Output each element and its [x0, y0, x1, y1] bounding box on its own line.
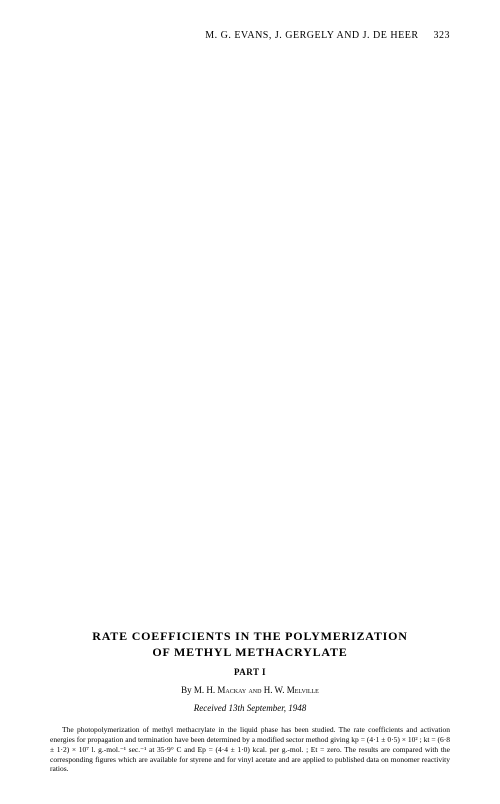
article-authors: By M. H. Mackay and H. W. Melville — [50, 685, 450, 695]
author-names: M. H. Mackay and H. W. Melville — [194, 685, 319, 695]
header-authors: M. G. EVANS, J. GERGELY AND J. DE HEER — [205, 30, 418, 41]
title-line-2: OF METHYL METHACRYLATE — [50, 644, 450, 661]
page-header: M. G. EVANS, J. GERGELY AND J. DE HEER 3… — [50, 30, 450, 41]
article-abstract: The photopolymerization of methyl methac… — [50, 725, 450, 774]
page-number: 323 — [434, 30, 451, 41]
page-container: M. G. EVANS, J. GERGELY AND J. DE HEER 3… — [0, 0, 500, 804]
article-title: RATE COEFFICIENTS IN THE POLYMERIZATION … — [50, 628, 450, 662]
title-line-1: RATE COEFFICIENTS IN THE POLYMERIZATION — [50, 628, 450, 645]
article-content: RATE COEFFICIENTS IN THE POLYMERIZATION … — [50, 628, 450, 774]
by-label: By — [181, 685, 192, 695]
received-date: Received 13th September, 1948 — [50, 703, 450, 713]
article-part: PART I — [50, 667, 450, 677]
